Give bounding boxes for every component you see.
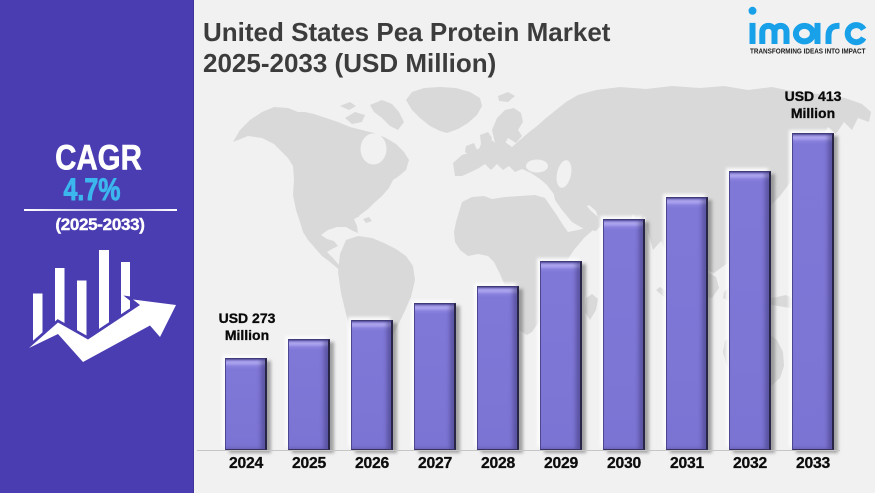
svg-text:TRANSFORMING IDEAS INTO IMPACT: TRANSFORMING IDEAS INTO IMPACT — [750, 48, 866, 55]
